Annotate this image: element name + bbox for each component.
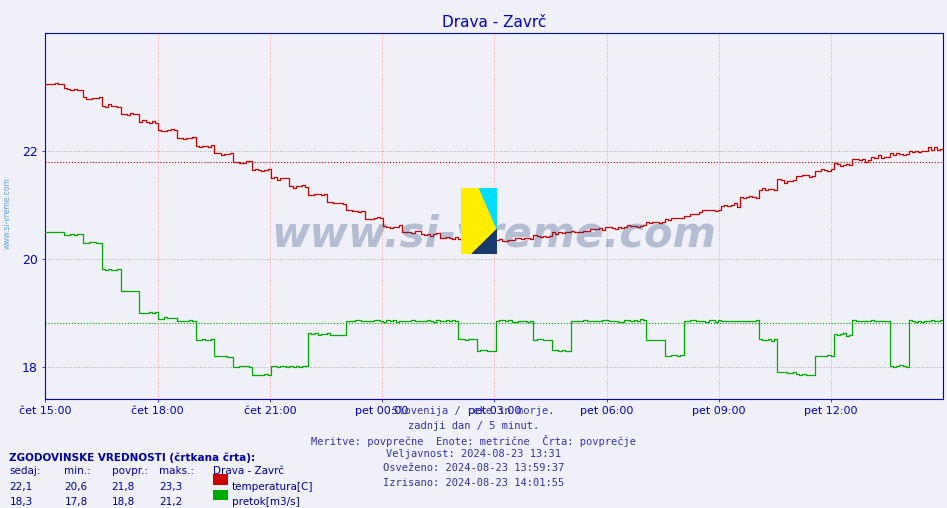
- Text: pretok[m3/s]: pretok[m3/s]: [232, 497, 300, 507]
- Title: Drava - Zavrč: Drava - Zavrč: [442, 15, 546, 30]
- Text: 21,2: 21,2: [159, 497, 183, 507]
- Text: temperatura[C]: temperatura[C]: [232, 482, 313, 492]
- Text: Drava - Zavrč: Drava - Zavrč: [213, 466, 284, 477]
- Polygon shape: [479, 188, 497, 229]
- Text: Izrisano: 2024-08-23 14:01:55: Izrisano: 2024-08-23 14:01:55: [383, 478, 564, 488]
- Text: 23,3: 23,3: [159, 482, 183, 492]
- Text: 17,8: 17,8: [64, 497, 88, 507]
- Text: min.:: min.:: [64, 466, 91, 477]
- Text: 18,3: 18,3: [9, 497, 33, 507]
- Text: ZGODOVINSKE VREDNOSTI (črtkana črta):: ZGODOVINSKE VREDNOSTI (črtkana črta):: [9, 452, 256, 463]
- Text: www.si-vreme.com: www.si-vreme.com: [3, 177, 12, 249]
- Text: povpr.:: povpr.:: [112, 466, 148, 477]
- Text: zadnji dan / 5 minut.: zadnji dan / 5 minut.: [408, 421, 539, 431]
- Text: Osveženo: 2024-08-23 13:59:37: Osveženo: 2024-08-23 13:59:37: [383, 463, 564, 473]
- Text: 18,8: 18,8: [112, 497, 135, 507]
- Polygon shape: [472, 229, 497, 254]
- Text: Veljavnost: 2024-08-23 13:31: Veljavnost: 2024-08-23 13:31: [386, 449, 561, 459]
- Text: www.si-vreme.com: www.si-vreme.com: [272, 213, 717, 255]
- Text: 21,8: 21,8: [112, 482, 135, 492]
- Text: 20,6: 20,6: [64, 482, 87, 492]
- Text: maks.:: maks.:: [159, 466, 194, 477]
- Text: Meritve: povprečne  Enote: metrične  Črta: povprečje: Meritve: povprečne Enote: metrične Črta:…: [311, 435, 636, 447]
- Text: sedaj:: sedaj:: [9, 466, 41, 477]
- Text: 22,1: 22,1: [9, 482, 33, 492]
- Text: Slovenija / reke in morje.: Slovenija / reke in morje.: [392, 406, 555, 417]
